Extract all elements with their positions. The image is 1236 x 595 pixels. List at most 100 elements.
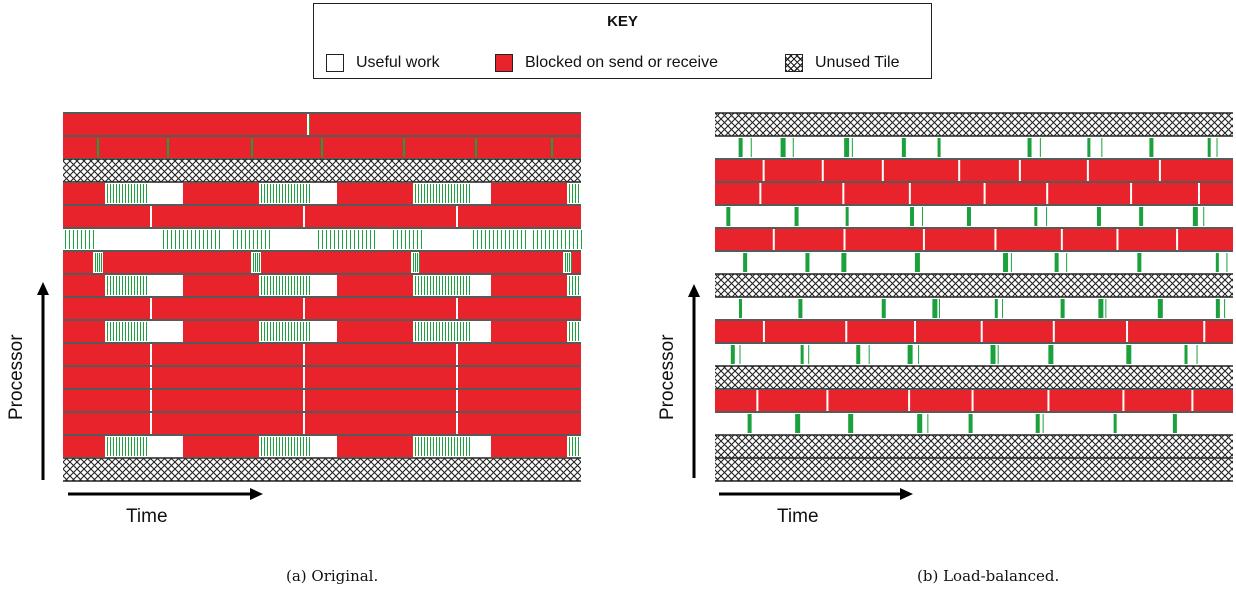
unused-tile-row — [63, 159, 581, 182]
communication-tick — [259, 253, 260, 272]
communication-tick — [575, 276, 576, 295]
communication-tick — [451, 322, 452, 341]
communication-tick — [73, 230, 74, 249]
communication-tick — [134, 322, 135, 341]
communication-tick — [131, 437, 132, 456]
communication-tick — [881, 299, 886, 318]
useful-work-sliver — [1116, 229, 1119, 250]
useful-work-sliver — [150, 298, 152, 319]
communication-tick — [264, 437, 265, 456]
communication-tick — [1087, 138, 1091, 157]
communication-tick — [131, 184, 132, 203]
communication-tick — [116, 184, 117, 203]
communication-tick — [451, 437, 452, 456]
blocked-segment — [63, 206, 581, 227]
communication-tick — [318, 230, 319, 249]
communication-tick — [454, 322, 455, 341]
communication-tick — [433, 184, 434, 203]
communication-tick — [421, 184, 422, 203]
communication-tick — [565, 230, 566, 249]
communication-tick — [215, 230, 216, 249]
communication-tick — [116, 437, 117, 456]
communication-tick — [439, 322, 440, 341]
communication-tick — [128, 322, 129, 341]
communication-tick — [430, 437, 431, 456]
communication-tick — [265, 230, 266, 249]
communication-tick — [848, 414, 854, 433]
communication-tick — [413, 230, 414, 249]
communication-tick — [997, 345, 999, 364]
communication-tick — [497, 230, 498, 249]
communication-tick — [463, 322, 464, 341]
communication-tick — [93, 230, 94, 249]
communication-tick — [279, 276, 280, 295]
communication-tick — [489, 230, 490, 249]
communication-tick — [291, 276, 292, 295]
useful-work-sliver — [303, 413, 305, 434]
communication-tick — [430, 184, 431, 203]
communication-tick — [427, 322, 428, 341]
communication-tick — [463, 437, 464, 456]
communication-tick — [856, 345, 861, 364]
communication-tick — [140, 322, 141, 341]
communication-tick — [282, 276, 283, 295]
communication-tick — [475, 138, 477, 157]
communication-tick — [269, 230, 270, 249]
communication-tick — [309, 276, 310, 295]
communication-tick — [358, 230, 359, 249]
communication-tick — [457, 322, 458, 341]
communication-tick — [1048, 345, 1054, 364]
communication-tick — [473, 230, 474, 249]
communication-tick — [750, 138, 752, 157]
communication-tick — [237, 230, 238, 249]
communication-tick — [297, 184, 298, 203]
communication-tick — [1098, 299, 1104, 318]
communication-tick — [134, 437, 135, 456]
communication-tick — [253, 230, 254, 249]
communication-tick — [421, 437, 422, 456]
useful-work-sliver — [303, 390, 305, 411]
communication-tick — [116, 276, 117, 295]
communication-tick — [261, 276, 262, 295]
communication-tick — [493, 230, 494, 249]
processor-row — [63, 158, 581, 182]
communication-tick — [187, 230, 188, 249]
useful-work-sliver — [456, 367, 458, 388]
communication-tick — [306, 184, 307, 203]
communication-tick — [267, 437, 268, 456]
useful-work-sliver — [762, 160, 765, 181]
useful-work-sliver — [958, 160, 961, 181]
blocked-segment — [491, 436, 567, 457]
processor-row — [715, 273, 1233, 297]
communication-tick — [1034, 207, 1038, 226]
communication-tick — [334, 230, 335, 249]
communication-tick — [1192, 207, 1198, 226]
communication-tick — [572, 322, 573, 341]
processor-row — [715, 135, 1233, 159]
communication-tick — [309, 115, 310, 134]
communication-tick — [191, 230, 192, 249]
communication-tick — [306, 437, 307, 456]
processor-row — [63, 457, 581, 481]
communication-tick — [1216, 138, 1218, 157]
communication-tick — [454, 276, 455, 295]
communication-tick — [421, 230, 422, 249]
communication-tick — [501, 230, 502, 249]
communication-tick — [477, 230, 478, 249]
communication-tick — [1215, 253, 1219, 272]
blocked-segment — [63, 183, 105, 204]
communication-tick — [137, 184, 138, 203]
communication-tick — [101, 253, 102, 272]
communication-tick — [537, 230, 538, 249]
blocked-segment — [261, 252, 411, 273]
communication-tick — [569, 322, 570, 341]
communication-tick — [575, 437, 576, 456]
communication-tick — [370, 230, 371, 249]
useful-work-sliver — [842, 183, 845, 204]
blocked-segment — [715, 229, 1233, 250]
communication-tick — [285, 184, 286, 203]
communication-tick — [1039, 138, 1041, 157]
useful-work-sliver — [456, 298, 458, 319]
communication-tick — [433, 322, 434, 341]
communication-tick — [805, 253, 810, 272]
